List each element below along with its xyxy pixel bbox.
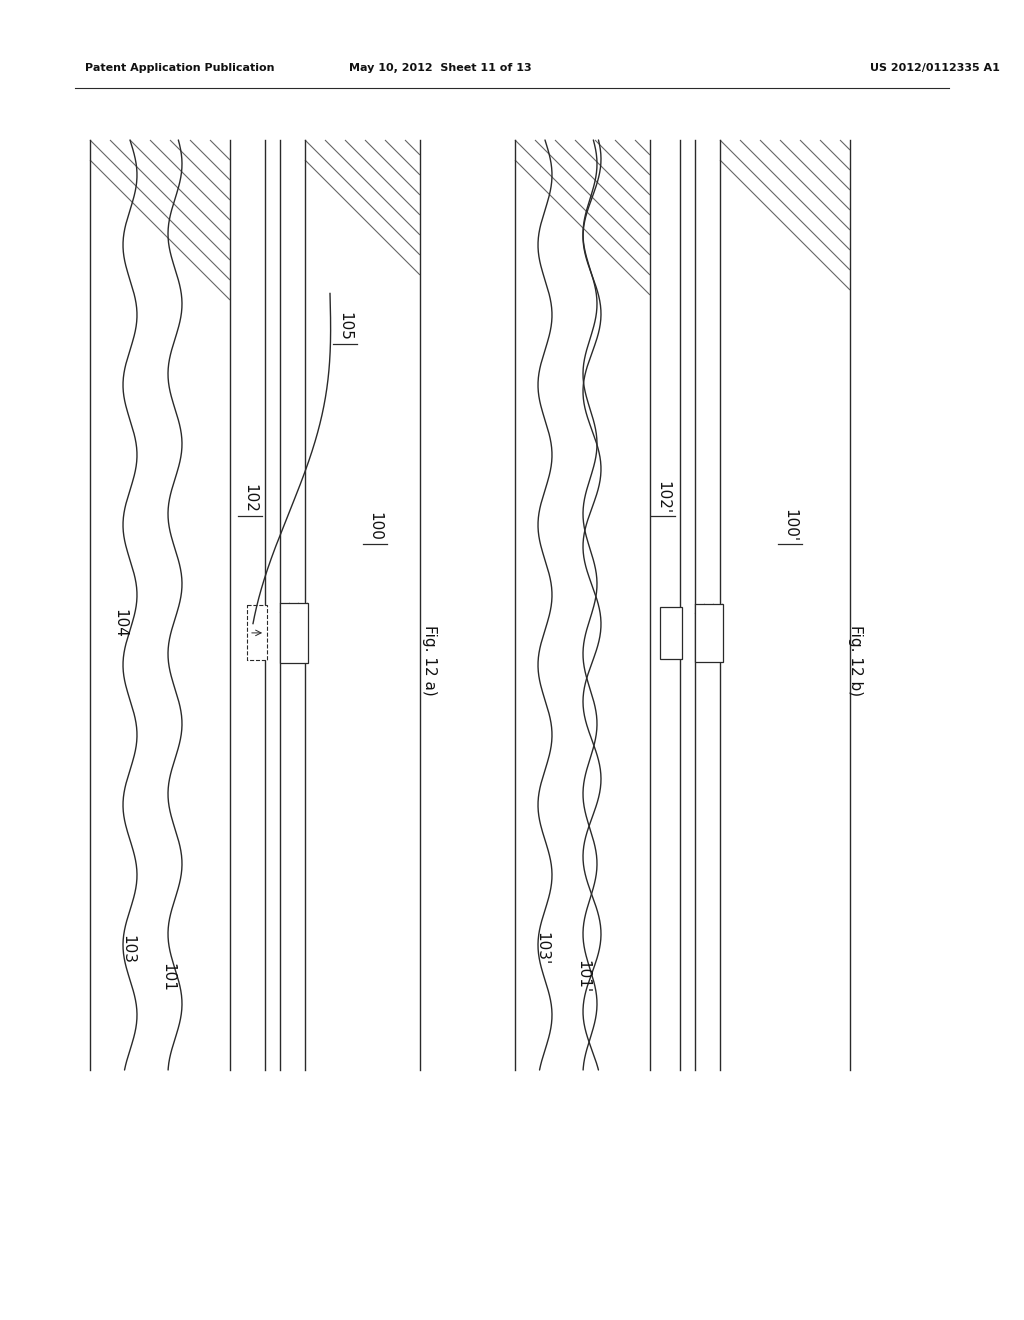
Text: 100: 100 xyxy=(368,512,383,540)
Text: 102: 102 xyxy=(243,483,257,512)
Bar xyxy=(680,140,695,1071)
Bar xyxy=(247,606,267,660)
Text: 100': 100' xyxy=(782,510,798,543)
Bar xyxy=(280,603,308,663)
Text: Fig. 12 a): Fig. 12 a) xyxy=(423,626,437,696)
Text: 105: 105 xyxy=(338,312,352,341)
Bar xyxy=(660,607,682,659)
Bar xyxy=(695,605,723,661)
Text: 103: 103 xyxy=(121,935,135,964)
Text: Fig. 12 b): Fig. 12 b) xyxy=(848,626,862,697)
Text: 104: 104 xyxy=(113,609,128,638)
Bar xyxy=(265,140,280,1071)
Text: 101: 101 xyxy=(161,962,175,991)
Text: 102': 102' xyxy=(655,482,671,515)
Text: US 2012/0112335 A1: US 2012/0112335 A1 xyxy=(870,63,999,73)
Text: May 10, 2012  Sheet 11 of 13: May 10, 2012 Sheet 11 of 13 xyxy=(349,63,531,73)
Text: 101': 101' xyxy=(575,961,591,994)
Text: Patent Application Publication: Patent Application Publication xyxy=(85,63,274,73)
Text: 103': 103' xyxy=(535,932,550,966)
